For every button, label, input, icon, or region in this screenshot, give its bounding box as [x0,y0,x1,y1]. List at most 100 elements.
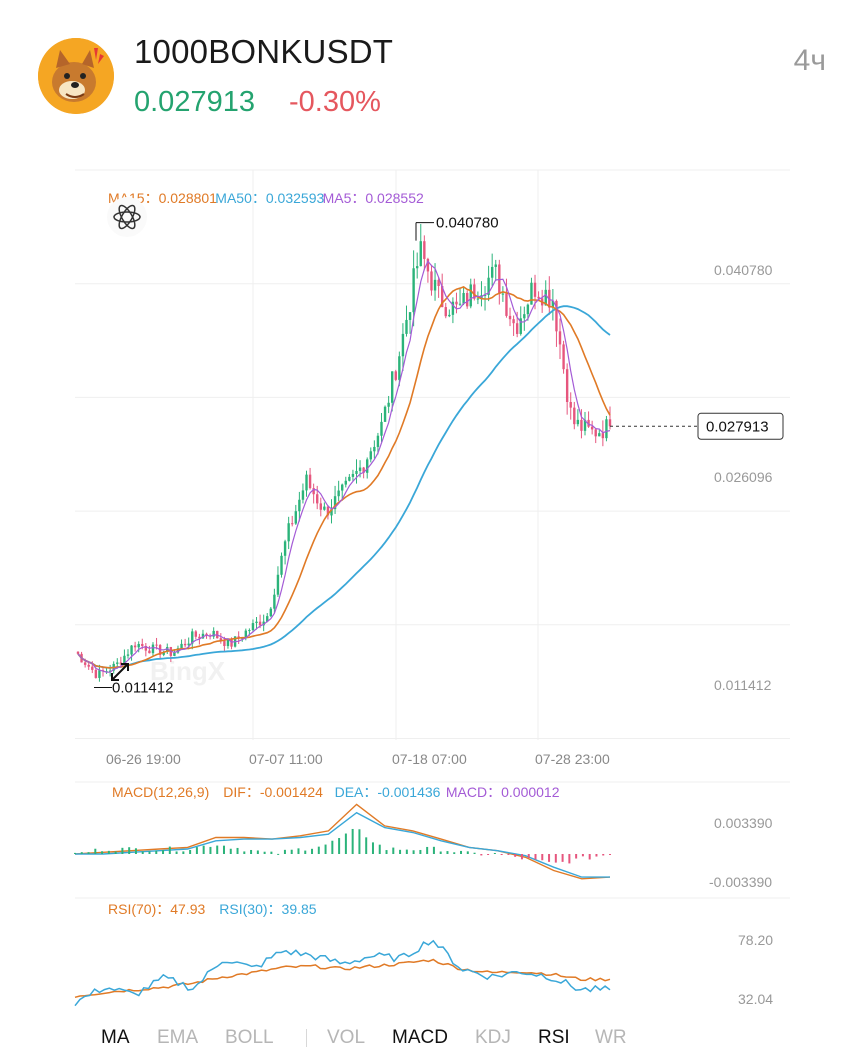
candle-body [326,506,330,516]
candle-body [587,419,590,427]
macd-histogram-bar [554,854,557,863]
candle-body [398,356,401,380]
last-price-tag: 0.027913 [706,418,769,435]
candle-body [583,419,587,431]
candle-body [87,664,90,667]
interval-selector[interactable]: 4ч [793,44,826,77]
tab-ma[interactable]: MA [101,1027,130,1048]
candle-body [376,435,380,447]
candle-body [523,314,526,319]
candle-body [433,279,437,291]
candle-body [440,285,444,308]
candle-body [598,433,601,437]
candle-body [515,323,519,334]
macd-histogram-bar [399,849,402,854]
candle-body [255,621,258,624]
candle-body [276,574,280,595]
bonk-dog-logo-icon [38,38,114,114]
expand-arrow-head-a [111,673,119,681]
candle-body [323,506,326,510]
rsi-30-line [74,939,611,1007]
macd-histogram-bar [493,852,496,854]
candle-body [301,490,305,500]
candle-body [562,344,565,370]
candle-body [555,300,558,332]
macd-histogram-bar [304,850,307,854]
time-label: 07-18 07:00 [392,751,467,767]
candle-body [83,662,87,665]
macd-histogram-bar [202,845,205,854]
tab-ema[interactable]: EMA [157,1027,199,1048]
macd-histogram-bar [385,850,388,854]
macd-histogram-bar [324,844,327,854]
macd-histogram-bar [87,852,90,854]
macd-legend-1: DIF：-0.001424 [223,784,323,800]
candle-body [308,474,312,489]
candle-body [108,670,112,672]
macd-histogram-bar [277,853,280,855]
tab-macd[interactable]: MACD [392,1027,448,1048]
macd-histogram-bar [311,848,314,854]
axis-label-low: 0.011412 [714,677,772,693]
rsi-axis-top: 78.20 [738,932,773,948]
kline-chart-svg[interactable]: BingXMA15：0.028801MA50：0.032593MA5：0.028… [0,160,864,1020]
candle-body [465,292,469,307]
candle-body [537,296,540,299]
candle-body [519,318,522,334]
tab-vol[interactable]: VOL [327,1027,366,1048]
candle-body [394,371,397,380]
candle-body [569,402,572,408]
candle-body [98,670,101,678]
candle-body [180,643,183,649]
tab-rsi[interactable]: RSI [538,1027,570,1048]
tab-wr[interactable]: WR [595,1027,627,1048]
candle-body [494,264,497,267]
candle-body [430,271,433,291]
ma5-line [77,260,611,673]
candle-body [458,303,462,305]
macd-histogram-bar [466,851,469,854]
candle-body [355,470,358,474]
rsi-legend-0: RSI(70)：47.93 [108,901,205,917]
macd-histogram-bar [148,851,151,854]
candle-body [462,292,465,304]
bingx-watermark: BingX [150,656,226,686]
tab-divider [306,1029,307,1047]
candle-body [362,467,365,473]
rsi-70-line [74,958,611,999]
ma15-line [77,286,611,669]
macd-histogram-bar [216,845,219,854]
macd-histogram-bar [480,854,483,856]
ma-legend-1: MA50：0.032593 [215,190,324,206]
tab-kdj[interactable]: KDJ [475,1027,511,1048]
candle-body [358,467,362,471]
macd-histogram-bar [155,850,158,854]
macd-histogram-bar [527,854,530,858]
candle-body [269,608,273,617]
candle-body [126,654,130,656]
chart-area[interactable]: BingX MA15：0.028801 MA50：0.032593 MA5：0.028… [0,160,864,1020]
atom-icon-bg [107,197,147,237]
tab-boll[interactable]: BOLL [225,1027,274,1048]
ma-legend-2: MA5：0.028552 [323,190,424,206]
low-price-label: 0.011412 [112,680,173,697]
indicator-tabs: MA EMA BOLL VOL MACD KDJ RSI WR [0,1020,864,1060]
candle-body [344,480,347,485]
expand-arrow-shaft [111,663,129,681]
candle-body [530,282,533,305]
candle-body [490,266,494,278]
candle-body [330,509,333,516]
candle-body [451,301,455,315]
candle-body [316,494,319,504]
macd-histogram-bar [446,851,449,854]
candle-body [155,644,158,646]
candle-body [312,488,315,495]
macd-histogram-bar [263,851,266,854]
candle-body [91,666,94,670]
candle-body [351,473,355,477]
macd-histogram-bar [507,854,510,855]
time-label: 07-07 11:00 [249,751,323,767]
candle-body [408,312,412,320]
candle-body [237,636,240,639]
candle-body [533,282,537,297]
